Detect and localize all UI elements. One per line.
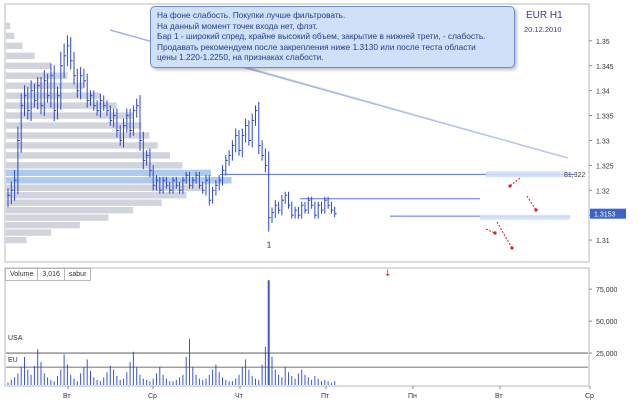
analysis-note: На фоне слабость. Покупки лучше фильтров… [150, 6, 515, 68]
volume-tick-label: 50,000 [596, 319, 618, 326]
note-line: Продавать рекомендуем после закрепления … [157, 41, 476, 52]
session-label-usa: USA [8, 335, 23, 342]
profile-bar [6, 214, 109, 221]
time-tick-label: Пт [321, 393, 330, 400]
profile-bar [6, 42, 23, 50]
signal-arrow [496, 221, 513, 249]
volume-axis: 75,000 50,000 25,000 [589, 287, 618, 358]
signal-arrow [509, 177, 521, 187]
symbol-label: EUR H1 [526, 10, 563, 21]
profile-bar [6, 32, 15, 40]
profile-bar [6, 82, 84, 89]
profile-bar [6, 236, 27, 244]
price-tick-label: 1.31 [596, 238, 610, 245]
profile-bar [6, 192, 187, 199]
note-line: Бар 1 - широкий спред, крайне высокий об… [157, 31, 486, 42]
profile-bar [6, 221, 80, 229]
profile-bar [6, 206, 134, 214]
profile-bar [6, 72, 68, 79]
profile-bar [6, 92, 101, 99]
profile-bar [6, 199, 162, 206]
high-volume-arrow: ↓ [384, 269, 392, 279]
price-axis: 1.351.3451.341.3351.331.3251.321.3151.31… [589, 39, 626, 245]
signal-arrow-head [510, 246, 514, 250]
profile-bar [6, 177, 232, 184]
price-tick-label: 1.34 [596, 89, 610, 96]
time-axis: Вт Ср Чт Пт Пн Вт Ср [63, 386, 594, 400]
last-price-box [590, 208, 626, 219]
volume-label: Volume [6, 269, 39, 280]
profile-bar [6, 142, 158, 149]
profile-bar [6, 184, 203, 191]
session-label-eu: EU [8, 357, 18, 364]
level-zone [486, 171, 568, 178]
price-levels: 81,322 [220, 66, 586, 220]
last-price-label: 1.3153 [594, 212, 616, 219]
price-tick-label: 1.335 [596, 114, 614, 121]
time-tick-label: Чт [235, 393, 244, 400]
volume-value: 3,016 [38, 269, 65, 280]
price-candles: 1 [7, 35, 337, 250]
time-tick-label: Пн [408, 393, 417, 400]
profile-bar [6, 152, 170, 159]
profile-bar [6, 102, 117, 109]
volume-tick-label: 75,000 [596, 287, 618, 294]
price-tick-label: 1.35 [596, 39, 610, 46]
profile-bar [6, 62, 52, 69]
signal-arrow [526, 195, 537, 211]
profile-bar [6, 132, 150, 139]
time-tick-label: Вт [495, 393, 503, 400]
price-tick-label: 1.32 [596, 188, 610, 195]
level-zone [480, 215, 570, 220]
signal-arrows: ↓ [384, 177, 538, 279]
signal-arrow [485, 228, 496, 234]
volume-bars [6, 280, 588, 385]
profile-bar [6, 22, 11, 30]
price-tick-label: 1.325 [596, 163, 614, 170]
profile-bar [6, 52, 35, 60]
volume-profile [6, 22, 232, 244]
level-label: 81,322 [564, 172, 586, 179]
profile-bar [6, 169, 211, 177]
volume-tick-label: 25,000 [596, 351, 618, 358]
volume-author: sabur [68, 271, 87, 278]
signal-arrow-head [508, 184, 512, 188]
signal-arrow-head [534, 208, 538, 212]
profile-bar [6, 122, 142, 129]
time-tick-label: Ср [585, 393, 594, 400]
profile-bar [6, 162, 183, 169]
note-line: цены 1.220-1.2250, на признаках слабости… [157, 52, 324, 63]
time-tick-label: Ср [148, 393, 157, 400]
volume-header: Volume 3,016 sabur [5, 268, 92, 281]
bar-1-label: 1 [267, 241, 272, 250]
session-markers: USA EU [8, 335, 23, 364]
time-tick-label: Вт [63, 393, 71, 400]
resistance-trendline-2 [249, 67, 569, 159]
price-tick-label: 1.33 [596, 138, 610, 145]
price-tick-label: 1.345 [596, 64, 614, 71]
note-line: На фоне слабость. Покупки лучше фильтров… [157, 10, 346, 20]
date-label: 20.12.2010 [524, 25, 562, 34]
signal-arrow-head [493, 231, 497, 235]
profile-bar [6, 112, 134, 119]
volume-panel-frame [4, 267, 590, 387]
note-line: На данный момент точек входа нет, флэт. [157, 20, 318, 31]
profile-bar [6, 229, 52, 236]
